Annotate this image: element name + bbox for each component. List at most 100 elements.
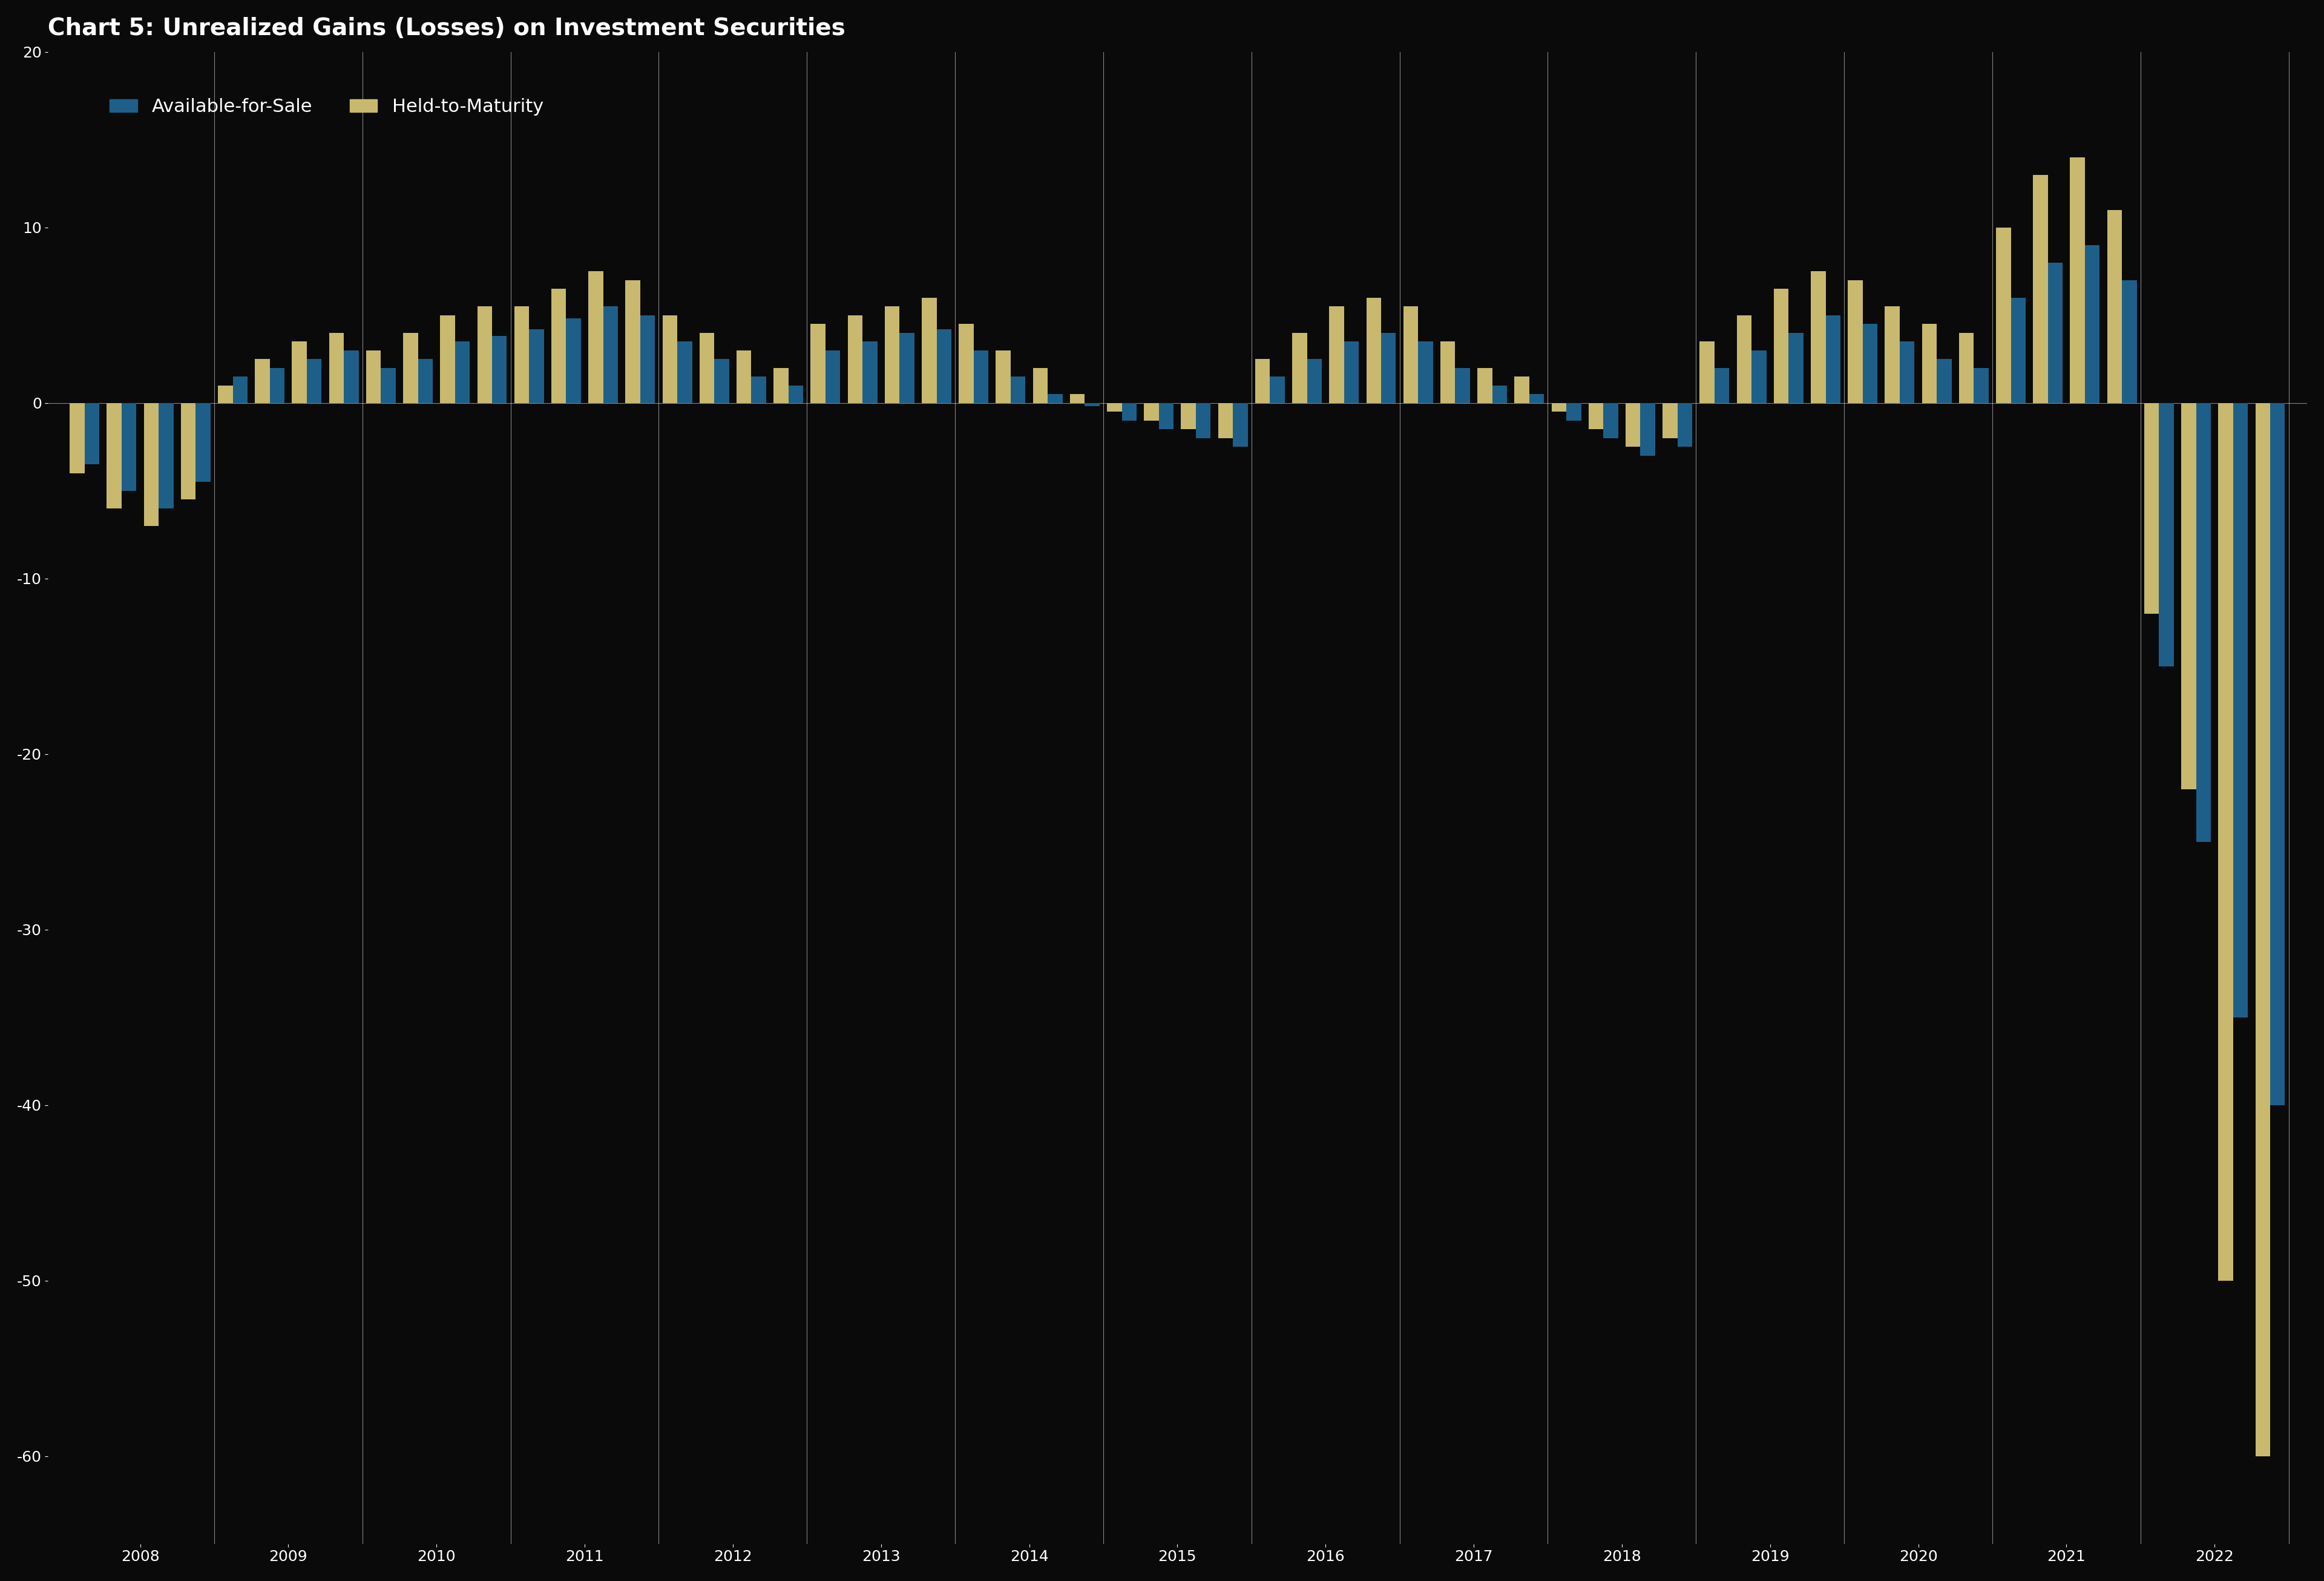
Bar (1552, 403, 1566, 411)
Bar (456, 341, 469, 403)
Bar (1234, 403, 1248, 447)
Bar (995, 349, 1011, 403)
Bar (1959, 332, 1973, 403)
Bar (1848, 280, 1862, 403)
Bar (1269, 376, 1285, 403)
Bar (2159, 403, 2173, 666)
Bar (2071, 157, 2085, 403)
Bar (1624, 403, 1641, 447)
Bar (923, 297, 937, 403)
Bar (1160, 403, 1174, 428)
Bar (1255, 359, 1269, 403)
Bar (551, 289, 567, 403)
Bar (625, 280, 639, 403)
Bar (1641, 403, 1655, 455)
Bar (2145, 403, 2159, 613)
Bar (476, 307, 493, 403)
Bar (2034, 174, 2047, 403)
Bar (195, 403, 211, 482)
Bar (639, 315, 655, 403)
Bar (107, 403, 121, 508)
Legend: Available-for-Sale, Held-to-Maturity: Available-for-Sale, Held-to-Maturity (102, 90, 551, 123)
Bar (1662, 403, 1678, 438)
Bar (825, 349, 841, 403)
Bar (1973, 368, 1989, 403)
Bar (2182, 403, 2196, 789)
Bar (1106, 403, 1122, 411)
Bar (1455, 368, 1471, 403)
Bar (1604, 403, 1618, 438)
Bar (514, 307, 530, 403)
Bar (1529, 394, 1543, 403)
Bar (2047, 262, 2064, 403)
Bar (270, 368, 284, 403)
Bar (774, 368, 788, 403)
Bar (2254, 403, 2271, 1456)
Bar (144, 403, 158, 526)
Bar (960, 324, 974, 403)
Bar (1329, 307, 1343, 403)
Bar (418, 359, 432, 403)
Bar (676, 341, 693, 403)
Bar (1678, 403, 1692, 447)
Bar (1032, 368, 1048, 403)
Bar (493, 337, 507, 403)
Bar (1404, 307, 1418, 403)
Bar (1343, 341, 1360, 403)
Bar (1197, 403, 1211, 438)
Bar (1590, 403, 1604, 428)
Bar (1143, 403, 1160, 421)
Bar (1515, 376, 1529, 403)
Bar (713, 359, 730, 403)
Bar (1048, 394, 1062, 403)
Bar (899, 332, 913, 403)
Bar (121, 403, 137, 490)
Bar (1306, 359, 1322, 403)
Bar (737, 349, 751, 403)
Bar (1418, 341, 1434, 403)
Bar (885, 307, 899, 403)
Bar (788, 386, 804, 403)
Bar (1218, 403, 1234, 438)
Bar (2122, 280, 2136, 403)
Bar (218, 386, 232, 403)
Bar (2233, 403, 2247, 1017)
Bar (330, 332, 344, 403)
Bar (1922, 324, 1936, 403)
Bar (1715, 368, 1729, 403)
Bar (974, 349, 988, 403)
Bar (367, 349, 381, 403)
Bar (2085, 245, 2101, 403)
Bar (2219, 403, 2233, 1281)
Bar (70, 403, 84, 473)
Bar (1810, 272, 1827, 403)
Bar (256, 359, 270, 403)
Bar (1752, 349, 1766, 403)
Bar (2271, 403, 2284, 1105)
Bar (1566, 403, 1580, 421)
Bar (811, 324, 825, 403)
Bar (402, 332, 418, 403)
Bar (1899, 341, 1915, 403)
Bar (567, 319, 581, 403)
Bar (700, 332, 713, 403)
Bar (1936, 359, 1952, 403)
Bar (1862, 324, 1878, 403)
Bar (2010, 297, 2027, 403)
Bar (530, 329, 544, 403)
Bar (439, 315, 456, 403)
Bar (662, 315, 676, 403)
Bar (84, 403, 100, 465)
Bar (1885, 307, 1899, 403)
Bar (1996, 228, 2010, 403)
Bar (937, 329, 951, 403)
Bar (751, 376, 767, 403)
Bar (1789, 332, 1803, 403)
Bar (1736, 315, 1752, 403)
Bar (232, 376, 249, 403)
Bar (1069, 394, 1085, 403)
Text: Chart 5: Unrealized Gains (Losses) on Investment Securities: Chart 5: Unrealized Gains (Losses) on In… (46, 17, 846, 40)
Bar (1827, 315, 1841, 403)
Bar (862, 341, 876, 403)
Bar (1292, 332, 1306, 403)
